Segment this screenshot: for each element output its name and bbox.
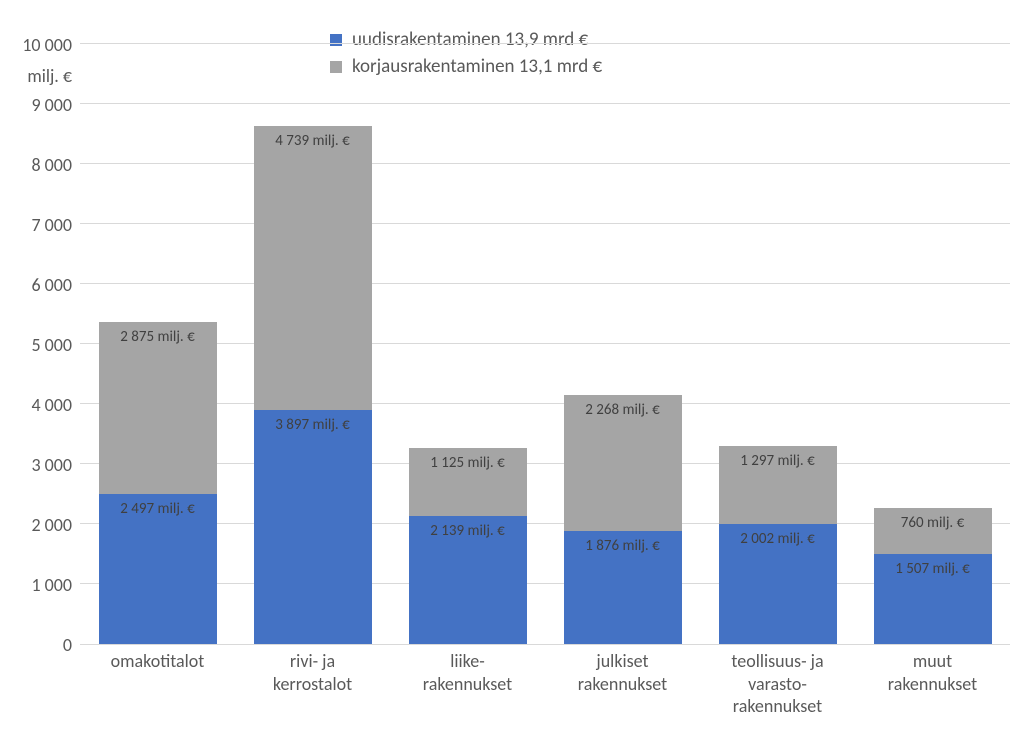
y-tick-label: 3 000 xyxy=(2,454,72,476)
bar-segment-series1: 1 876 milj. € xyxy=(564,531,682,644)
y-tick-label: 10 000 xyxy=(2,34,72,56)
x-axis-category-label: rivi- jakerrostalot xyxy=(238,650,388,718)
bar-segment-series1: 1 507 milj. € xyxy=(874,554,992,644)
bar-group: 760 milj. € 1 507 milj. € xyxy=(874,45,992,644)
bar-value-label: 2 268 milj. € xyxy=(585,401,659,419)
bar-value-label: 1 876 milj. € xyxy=(585,537,659,555)
bar-group: 4 739 milj. € 3 897 milj. € xyxy=(254,45,372,644)
y-tick-label: 8 000 xyxy=(2,154,72,176)
y-tick-label: 0 xyxy=(2,634,72,656)
y-tick-label: 2 000 xyxy=(2,514,72,536)
bar-group: 2 875 milj. € 2 497 milj. € xyxy=(99,45,217,644)
bar-group: 2 268 milj. € 1 876 milj. € xyxy=(564,45,682,644)
bar-segment-series2: 2 875 milj. € xyxy=(99,322,217,495)
y-tick-label: 1 000 xyxy=(2,574,72,596)
plot-area: 2 875 milj. € 2 497 milj. € 4 739 milj. € 3… xyxy=(80,45,1010,645)
y-tick-label: 7 000 xyxy=(2,214,72,236)
bar-group: 1 297 milj. € 2 002 milj. € xyxy=(719,45,837,644)
y-tick-label: 4 000 xyxy=(2,394,72,416)
bar-value-label: 1 125 milj. € xyxy=(430,454,504,472)
bar-value-label: 3 897 milj. € xyxy=(275,416,349,434)
x-axis-category-label: muutrakennukset xyxy=(858,650,1008,718)
bar-segment-series1: 2 002 milj. € xyxy=(719,524,837,644)
bar-value-label: 2 002 milj. € xyxy=(740,530,814,548)
bar-value-label: 2 875 milj. € xyxy=(120,328,194,346)
bar-segment-series2: 760 milj. € xyxy=(874,508,992,554)
bar-value-label: 2 139 milj. € xyxy=(430,522,504,540)
bar-group: 1 125 milj. € 2 139 milj. € xyxy=(409,45,527,644)
x-axis-category-label: liike-rakennukset xyxy=(393,650,543,718)
y-tick-label: 5 000 xyxy=(2,334,72,356)
y-tick-label: 9 000 xyxy=(2,94,72,116)
bar-segment-series1: 2 139 milj. € xyxy=(409,516,527,644)
y-tick-label: 6 000 xyxy=(2,274,72,296)
bars-container: 2 875 milj. € 2 497 milj. € 4 739 milj. € 3… xyxy=(80,45,1010,644)
gridline xyxy=(80,43,1010,44)
x-axis-category-label: julkisetrakennukset xyxy=(548,650,698,718)
bar-segment-series2: 1 125 milj. € xyxy=(409,448,527,516)
x-axis-category-label: omakotitalot xyxy=(83,650,233,718)
x-axis-labels: omakotitalotrivi- jakerrostalotliike-rak… xyxy=(80,650,1010,718)
bar-value-label: 4 739 milj. € xyxy=(275,132,349,150)
bar-segment-series2: 1 297 milj. € xyxy=(719,446,837,524)
y-axis-unit: milj. € xyxy=(2,65,72,87)
bar-segment-series1: 3 897 milj. € xyxy=(254,410,372,644)
stacked-bar-chart: uudisrakentaminen 13,9 mrd € korjausrake… xyxy=(0,0,1024,743)
bar-segment-series2: 4 739 milj. € xyxy=(254,126,372,410)
bar-segment-series1: 2 497 milj. € xyxy=(99,494,217,644)
x-axis-category-label: teollisuus- javarasto-rakennukset xyxy=(703,650,853,718)
bar-segment-series2: 2 268 milj. € xyxy=(564,395,682,531)
bar-value-label: 2 497 milj. € xyxy=(120,500,194,518)
bar-value-label: 760 milj. € xyxy=(901,514,964,532)
bar-value-label: 1 507 milj. € xyxy=(895,560,969,578)
bar-value-label: 1 297 milj. € xyxy=(740,452,814,470)
